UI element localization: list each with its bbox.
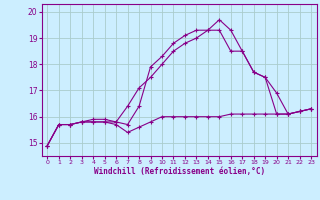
X-axis label: Windchill (Refroidissement éolien,°C): Windchill (Refroidissement éolien,°C) [94, 167, 265, 176]
